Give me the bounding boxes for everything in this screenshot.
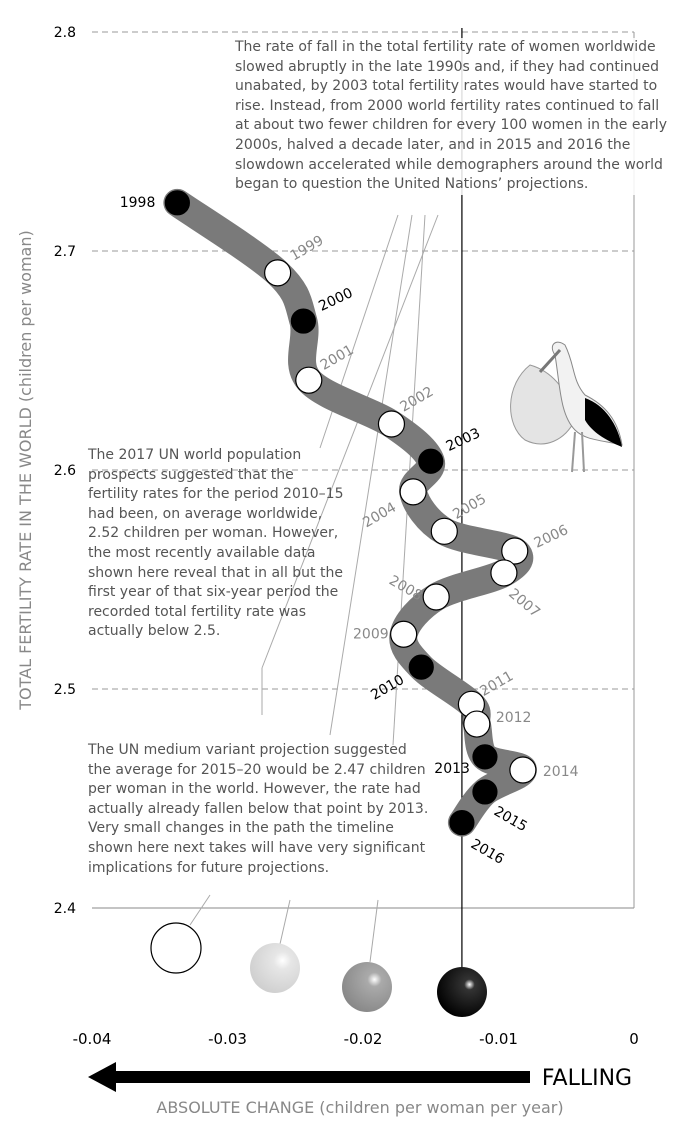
x-tick-label: -0.04 — [73, 1030, 112, 1048]
point-label: 2006 — [532, 522, 571, 552]
key-sphere — [150, 922, 202, 974]
direction-arrow — [88, 1062, 530, 1092]
point-label: 2001 — [318, 342, 357, 374]
point-label: 2012 — [496, 710, 532, 726]
x-tick-label: -0.01 — [479, 1030, 518, 1048]
point-label: 2002 — [397, 384, 436, 416]
data-point — [290, 308, 316, 334]
stork-illustration — [510, 341, 623, 473]
y-tick-label: 2.7 — [54, 244, 76, 260]
point-label: 2011 — [477, 668, 516, 700]
x-tick-label: -0.02 — [344, 1030, 383, 1048]
y-tick-label: 2.8 — [54, 25, 76, 41]
annotation: The rate of fall in the total fertility … — [235, 38, 671, 195]
data-point — [377, 410, 406, 438]
point-label: 2009 — [353, 626, 389, 642]
data-point — [472, 744, 498, 770]
data-point — [490, 559, 518, 587]
key-sphere — [437, 967, 487, 1017]
point-label: 2007 — [505, 586, 543, 621]
point-label: 2000 — [316, 285, 355, 315]
x-tick-label: 0 — [629, 1030, 639, 1048]
data-point — [463, 710, 491, 738]
point-label: 2015 — [491, 804, 530, 836]
point-label: 2005 — [450, 491, 489, 523]
data-point — [399, 478, 427, 506]
key-sphere — [250, 943, 300, 993]
y-axis-label: TOTAL FERTILITY RATE IN THE WORLD (child… — [16, 230, 35, 710]
point-label: 2016 — [468, 836, 507, 868]
data-point — [408, 654, 434, 680]
point-label: 2008 — [386, 573, 425, 605]
x-axis-label: ABSOLUTE CHANGE (children per woman per … — [156, 1098, 563, 1117]
color-key — [150, 922, 487, 1017]
point-label: 2013 — [434, 761, 470, 777]
data-point — [390, 620, 418, 648]
point-label: 2003 — [444, 425, 483, 455]
point-label: 2014 — [543, 764, 579, 780]
point-label: 1999 — [288, 233, 327, 265]
y-tick-label: 2.4 — [54, 901, 76, 917]
data-point — [472, 779, 498, 805]
data-point — [449, 809, 475, 836]
data-point — [295, 366, 323, 394]
data-point — [418, 448, 444, 474]
point-label: 2010 — [368, 672, 407, 704]
data-point — [422, 583, 450, 611]
data-point — [164, 190, 190, 216]
y-tick-label: 2.6 — [54, 463, 76, 479]
point-label: 1998 — [120, 195, 156, 211]
data-point — [501, 537, 529, 565]
data-point — [430, 517, 458, 545]
x-tick-label: -0.03 — [208, 1030, 247, 1048]
annotation: The UN medium variant projection suggest… — [88, 742, 429, 876]
data-point — [264, 259, 292, 287]
data-point — [509, 756, 537, 784]
annotation: The 2017 UN world population prospects s… — [88, 447, 344, 640]
direction-label: FALLING — [542, 1066, 632, 1091]
y-tick-label: 2.5 — [54, 682, 76, 698]
key-sphere — [342, 962, 392, 1012]
